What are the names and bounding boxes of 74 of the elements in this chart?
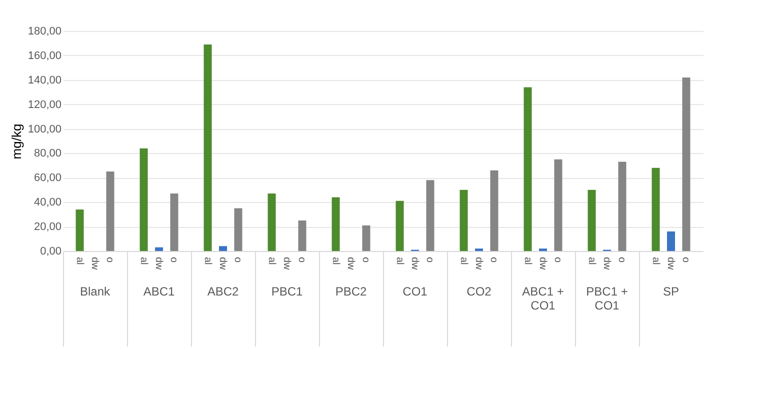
text: o xyxy=(232,257,244,263)
y-tick-label: 20,00 xyxy=(34,221,62,234)
text: dw xyxy=(473,257,484,270)
bar xyxy=(682,77,690,251)
y-tick-label: 60,00 xyxy=(34,172,62,184)
x-tick-label: SP xyxy=(662,284,680,298)
text: al xyxy=(266,257,277,265)
text: dw xyxy=(281,257,292,270)
text: o xyxy=(552,257,564,263)
text: o xyxy=(680,257,692,263)
bar xyxy=(155,247,163,251)
text: o xyxy=(424,257,436,263)
y-tick-label: 40,00 xyxy=(34,196,62,209)
text: o xyxy=(360,257,372,263)
bar xyxy=(170,194,178,251)
text: al xyxy=(586,257,597,265)
x-tick-label: ABC1 + CO1 xyxy=(522,284,564,312)
bar xyxy=(524,87,532,251)
text: dw xyxy=(665,257,676,270)
text: o xyxy=(488,257,500,263)
text: dw xyxy=(409,257,420,270)
bar xyxy=(332,197,340,251)
y-tick-label: 180,00 xyxy=(28,26,62,38)
text: al xyxy=(138,257,149,265)
bar xyxy=(490,170,498,251)
x-tick-label: ABC2 xyxy=(207,284,239,298)
text: dw xyxy=(217,257,228,270)
y-tick-label: 120,00 xyxy=(28,98,62,111)
text: dw xyxy=(601,257,612,270)
y-tick-label: 0,00 xyxy=(40,246,62,258)
bar xyxy=(396,200,404,251)
text: al xyxy=(522,257,533,265)
bar xyxy=(106,172,114,251)
y-tick-label: 80,00 xyxy=(34,148,62,160)
text: al xyxy=(394,257,405,265)
x-tick-label: CO1 xyxy=(402,284,428,298)
x-tick-label: CO2 xyxy=(466,284,492,298)
bar xyxy=(234,208,242,251)
x-tick-label: Blank xyxy=(80,284,111,298)
y-tick-label: 140,00 xyxy=(28,74,62,86)
text: al xyxy=(650,257,661,265)
bar xyxy=(204,44,212,251)
bar xyxy=(268,194,276,251)
text: dw xyxy=(537,257,548,270)
bar xyxy=(618,162,626,251)
y-axis-title: mg/kg xyxy=(8,124,24,160)
bar xyxy=(554,159,562,251)
text: al xyxy=(74,257,85,265)
text: o xyxy=(616,257,628,263)
x-tick-label: ABC1 xyxy=(143,284,175,298)
bar xyxy=(667,231,675,251)
bar xyxy=(652,168,660,251)
text: al xyxy=(458,257,469,265)
x-tick-label: PBC1 xyxy=(271,284,303,298)
y-tick-label: 160,00 xyxy=(28,50,62,62)
text: o xyxy=(104,257,116,263)
text: dw xyxy=(153,257,164,271)
text: o xyxy=(296,257,308,263)
bar xyxy=(76,209,84,251)
text: al xyxy=(330,257,341,265)
bar xyxy=(426,180,434,251)
bar xyxy=(460,190,468,251)
bar xyxy=(588,190,596,251)
y-tick-label: 100,00 xyxy=(28,123,62,136)
text: al xyxy=(202,257,213,265)
x-tick-label: PBC1 + CO1 xyxy=(586,284,628,312)
bar xyxy=(140,148,148,251)
text: dw xyxy=(345,257,356,270)
text: dw xyxy=(89,257,100,270)
text: o xyxy=(168,257,180,263)
bar xyxy=(219,246,227,251)
bar xyxy=(298,220,306,251)
bar xyxy=(362,225,370,251)
x-tick-label: PBC2 xyxy=(335,284,367,298)
